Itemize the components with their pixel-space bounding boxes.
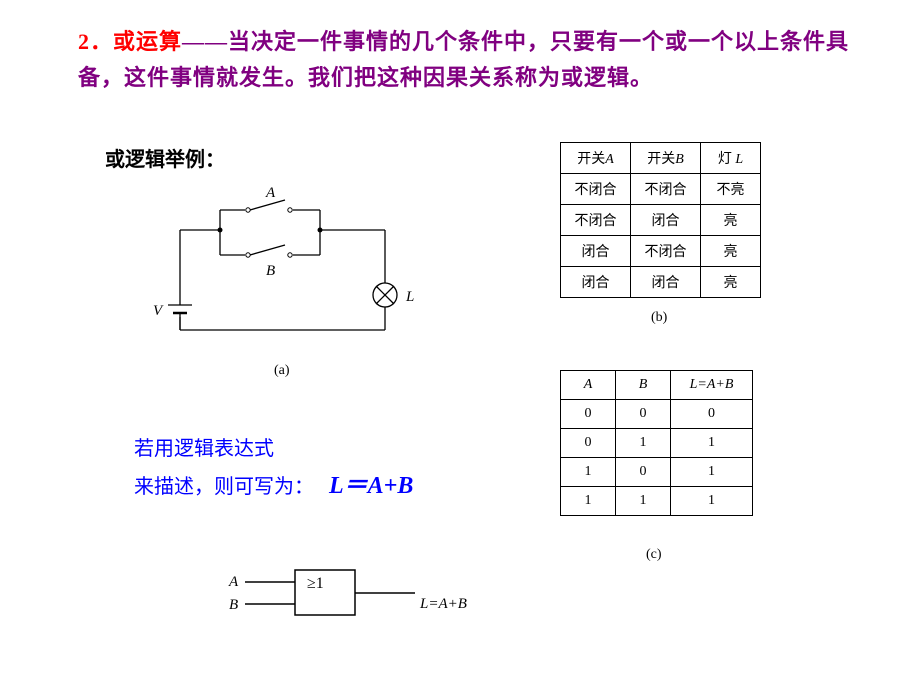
table-header: 开关A	[561, 143, 631, 174]
gate-input-a: A	[228, 574, 239, 590]
table-header: 开关B	[631, 143, 701, 174]
truth-table-switches: 开关A 开关B 灯 L 不闭合不闭合不亮 不闭合闭合亮 闭合不闭合亮 闭合闭合亮	[560, 142, 761, 298]
title-term: 或运算	[113, 29, 182, 54]
gate-operator: ≥1	[307, 575, 324, 592]
table-row: 011	[561, 429, 753, 458]
table-row: 不闭合不闭合不亮	[561, 174, 761, 205]
table-row: 不闭合闭合亮	[561, 205, 761, 236]
voltage-label: V	[153, 303, 164, 319]
example-label: 或逻辑举例：	[105, 143, 225, 172]
table-header: A	[561, 371, 616, 400]
expression-block: 若用逻辑表达式 来描述，则可写为： L＝A+B	[134, 432, 413, 507]
title-number: 2．	[78, 29, 113, 54]
or-gate-symbol: ≥1 A B L=A+B	[225, 560, 505, 640]
expression-line2-prefix: 来描述，则可写为：	[134, 476, 314, 498]
circuit-caption: (a)	[274, 363, 290, 379]
table-header: B	[616, 371, 671, 400]
switch-a-label: A	[265, 185, 276, 201]
table-row: A B L=A+B	[561, 371, 753, 400]
table-header: 灯 L	[701, 143, 761, 174]
gate-output: L=A+B	[419, 596, 467, 612]
table-header: L=A+B	[671, 371, 753, 400]
table-row: 111	[561, 487, 753, 516]
title-dash: ——	[182, 29, 228, 54]
gate-input-b: B	[229, 597, 238, 613]
lamp-label: L	[405, 289, 414, 305]
truth-table-binary: A B L=A+B 000 011 101 111	[560, 370, 753, 516]
expression-formula: L＝A+B	[329, 473, 413, 499]
table-row: 000	[561, 400, 753, 429]
table-row: 闭合不闭合亮	[561, 236, 761, 267]
table-b-caption: (b)	[651, 310, 667, 326]
circuit-diagram: A B L V	[150, 185, 430, 355]
expression-line1: 若用逻辑表达式	[134, 432, 413, 466]
page-title: 2．或运算——当决定一件事情的几个条件中，只要有一个或一个以上条件具备，这件事情…	[78, 24, 858, 97]
switch-b-label: B	[266, 263, 275, 279]
table-c-caption: (c)	[646, 547, 662, 563]
table-row: 闭合闭合亮	[561, 267, 761, 298]
table-row: 开关A 开关B 灯 L	[561, 143, 761, 174]
table-row: 101	[561, 458, 753, 487]
